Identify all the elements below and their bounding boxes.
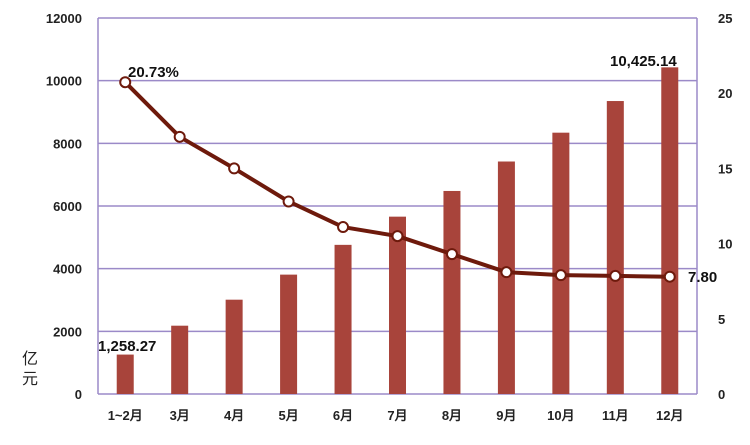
x-axis-ticks: 1~2月 3月 4月 5月 6月 7月 8月 9月 10月 11月 12月 <box>108 408 684 423</box>
bar <box>606 101 624 395</box>
y-axis-label-char: 元 <box>22 371 38 388</box>
y-left-tick-label: 2000 <box>53 324 82 339</box>
line-point <box>500 266 513 279</box>
y-right-tick-label: 15 <box>718 161 732 176</box>
y-right-tick-label: 5 <box>718 312 725 327</box>
x-tick-label: 12月 <box>656 408 683 423</box>
y-right-tick-label: 25 <box>718 11 732 26</box>
y-right-tick-label: 20 <box>718 86 732 101</box>
x-tick-label: 4月 <box>224 408 244 423</box>
data-label-bar-first: 1,258.27 <box>98 338 156 355</box>
y-left-tick-label: 4000 <box>53 262 82 277</box>
bar <box>443 190 461 394</box>
y-right-tick-label: 10 <box>718 237 732 252</box>
line-point <box>391 230 404 243</box>
y-left-tick-label: 10000 <box>46 74 82 89</box>
x-tick-label: 5月 <box>278 408 298 423</box>
bar <box>171 325 189 394</box>
bar <box>280 274 298 394</box>
x-tick-label: 7月 <box>387 408 407 423</box>
left-axis-ticks: 0 2000 4000 6000 8000 10000 12000 <box>46 11 82 402</box>
data-label-line-last: 7.80 <box>688 269 717 286</box>
x-tick-label: 1~2月 <box>108 408 143 423</box>
x-tick-label: 11月 <box>602 408 629 423</box>
line-point <box>282 195 295 208</box>
line-point <box>663 270 676 283</box>
y-left-tick-label: 8000 <box>53 136 82 151</box>
line-point <box>337 221 350 234</box>
x-tick-label: 3月 <box>170 408 190 423</box>
line-point <box>609 269 622 282</box>
bar <box>225 299 243 394</box>
data-label-bar-last: 10,425.14 <box>610 53 677 70</box>
x-tick-label: 9月 <box>496 408 516 423</box>
y-left-tick-label: 0 <box>75 387 82 402</box>
bar <box>552 132 570 394</box>
y-left-tick-label: 6000 <box>53 199 82 214</box>
line-point <box>119 76 132 89</box>
bar <box>389 216 406 394</box>
bar-series <box>116 67 679 395</box>
data-label-line-first: 20.73% <box>128 64 179 81</box>
x-tick-label: 6月 <box>333 408 353 423</box>
x-tick-label: 8月 <box>442 408 462 423</box>
bar <box>661 67 679 394</box>
y-axis-label: 亿元 <box>22 350 38 388</box>
right-axis-ticks: 0 5 10 15 20 25 <box>718 11 732 402</box>
line-point <box>445 248 458 261</box>
axes <box>97 18 698 394</box>
line-point <box>173 130 186 143</box>
bar <box>116 354 134 394</box>
line-point <box>554 269 567 282</box>
x-tick-label: 10月 <box>547 408 574 423</box>
bar <box>334 244 352 394</box>
y-axis-label-char: 亿 <box>22 350 38 368</box>
line-series <box>119 76 676 283</box>
y-right-tick-label: 0 <box>718 387 725 402</box>
data-labels: 1,258.27 10,425.14 20.73% 7.80 <box>98 53 717 355</box>
y-left-tick-label: 12000 <box>46 11 82 26</box>
line-point <box>228 162 241 175</box>
